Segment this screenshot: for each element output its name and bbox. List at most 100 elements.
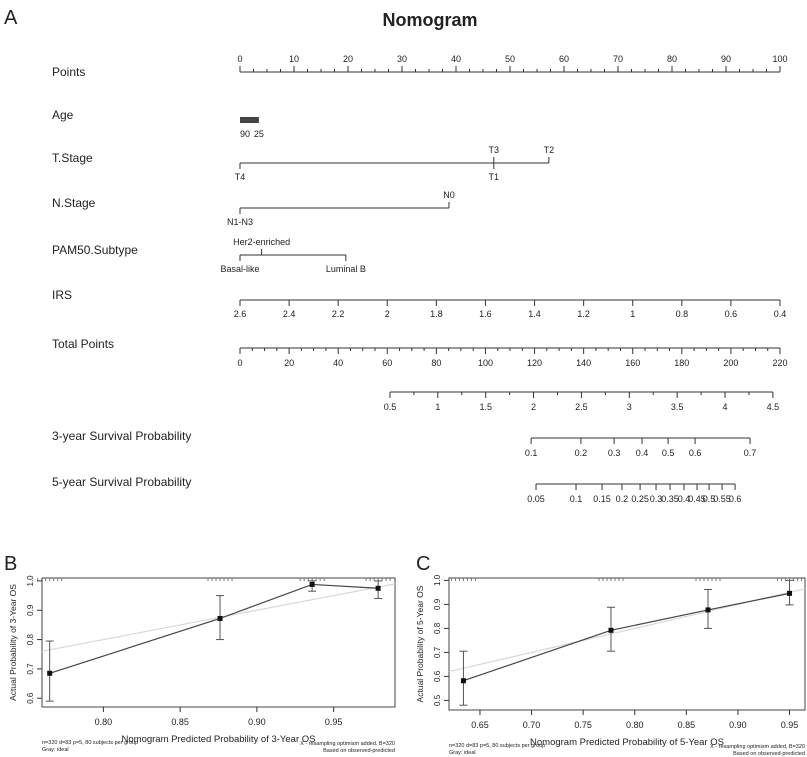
total-points-tick-label: 220: [772, 358, 787, 368]
outcome-tick-label: 4.5: [767, 402, 780, 412]
level-label: 1.2: [577, 309, 590, 319]
outcome-tick-label: 0.4: [636, 448, 649, 458]
level-label: T2: [544, 145, 555, 155]
panel-label-b: B: [4, 553, 17, 575]
age-bar: [240, 117, 259, 123]
level-label: 1: [630, 309, 635, 319]
axis-label-outcome: 5-year Survival Probability: [52, 475, 191, 489]
total-points-tick-label: 100: [478, 358, 493, 368]
level-label: Her2-enriched: [233, 237, 290, 247]
outcome-tick-label: 0.7: [744, 448, 757, 458]
level-label: 90: [240, 129, 250, 139]
y-tick-label: 0.5: [433, 694, 442, 706]
y-tick-label: 0.6: [433, 670, 442, 682]
panel-label-c: C: [416, 553, 430, 575]
y-tick-label: 0.7: [433, 646, 442, 658]
points-tick-label: 30: [397, 54, 407, 64]
data-point: [787, 590, 793, 596]
data-point: [608, 627, 614, 633]
outcome-tick-label: 1.5: [479, 402, 492, 412]
outcome-tick-label: 2.5: [575, 402, 588, 412]
level-label: 1.6: [479, 309, 492, 319]
x-tick-label: 0.80: [95, 717, 113, 727]
level-label: 2.6: [234, 309, 247, 319]
level-label: N0: [443, 190, 455, 200]
points-tick-label: 100: [772, 54, 787, 64]
outcome-tick-label: 0.6: [729, 494, 742, 504]
note-left: n=320 d=83 p=5, 80 subjects per group: [449, 743, 545, 749]
level-label: N1-N3: [227, 217, 253, 227]
points-tick-label: 70: [613, 54, 623, 64]
level-label: T3: [489, 145, 500, 155]
axis-label-n-stage: N.Stage: [52, 196, 96, 210]
outcome-tick-label: 0.25: [631, 494, 649, 504]
level-label: 0.6: [725, 309, 738, 319]
x-tick-label: 0.95: [325, 717, 343, 727]
outcome-tick-label: 0.5: [662, 448, 675, 458]
outcome-tick-label: 0.5: [384, 402, 397, 412]
note-right: Based on observed-predicted: [323, 748, 395, 754]
outcome-tick-label: 0.2: [575, 448, 588, 458]
points-tick-label: 40: [451, 54, 461, 64]
x-tick-label: 0.65: [471, 720, 489, 730]
level-label: 2.4: [283, 309, 296, 319]
outcome-tick-label: 2: [531, 402, 536, 412]
level-label: 0.4: [774, 309, 787, 319]
axis-label-outcome: 3-year Survival Probability: [52, 429, 191, 443]
calibration-line: [463, 592, 790, 682]
outcome-tick-label: 0.1: [570, 494, 583, 504]
total-points-tick-label: 120: [527, 358, 542, 368]
level-label: 1.4: [528, 309, 541, 319]
plot-frame: [448, 577, 806, 711]
x-axis-label: Nomogram Predicted Probability of 3-Year…: [122, 734, 316, 745]
x-axis-label: Nomogram Predicted Probability of 5-Year…: [530, 737, 724, 748]
axis-label-pam50-subtype: PAM50.Subtype: [52, 243, 138, 257]
level-label: 2: [385, 309, 390, 319]
y-tick-label: 0.6: [26, 692, 35, 704]
outcome-tick-label: 1: [435, 402, 440, 412]
axis-label-t-stage: T.Stage: [52, 151, 93, 165]
data-point: [47, 670, 53, 676]
points-tick-label: 10: [289, 54, 299, 64]
note-right: X - resampling optimism added, B=320: [710, 744, 805, 750]
calibration-line: [49, 583, 379, 674]
points-tick-label: 80: [667, 54, 677, 64]
y-tick-label: 0.7: [26, 663, 35, 675]
points-tick-label: 90: [721, 54, 731, 64]
level-label: 1.8: [430, 309, 443, 319]
level-label: 2.2: [332, 309, 345, 319]
panel-label-a: A: [4, 7, 18, 29]
data-point: [460, 678, 466, 684]
outcome-tick-label: 0.5: [703, 494, 716, 504]
y-axis-label: Actual Probability of 5-Year OS: [415, 585, 425, 702]
level-label: T4: [235, 172, 246, 182]
outcome-tick-label: 4: [723, 402, 728, 412]
total-points-tick-label: 20: [284, 358, 294, 368]
level-label: Luminal B: [326, 264, 366, 274]
y-axis-label: Actual Probability of 3-Year OS: [8, 584, 18, 701]
y-tick-label: 0.8: [433, 622, 442, 634]
y-tick-label: 0.8: [26, 633, 35, 645]
outcome-tick-label: 3.5: [671, 402, 684, 412]
note-left: n=320 d=83 p=5, 80 subjects per group: [42, 740, 138, 746]
total-points-tick-label: 60: [382, 358, 392, 368]
data-point: [705, 607, 711, 613]
points-tick-label: 20: [343, 54, 353, 64]
y-tick-label: 1.0: [26, 575, 35, 587]
total-points-tick-label: 40: [333, 358, 343, 368]
data-point: [375, 585, 381, 591]
total-points-tick-label: 0: [237, 358, 242, 368]
outcome-tick-label: 0.1: [525, 448, 538, 458]
outcome-tick-label: 0.55: [713, 494, 731, 504]
x-tick-label: 0.90: [729, 720, 747, 730]
points-tick-label: 60: [559, 54, 569, 64]
data-point: [309, 581, 315, 587]
y-tick-label: 0.9: [26, 604, 35, 616]
points-tick-label: 50: [505, 54, 515, 64]
total-points-tick-label: 200: [723, 358, 738, 368]
plot-frame: [41, 577, 396, 708]
level-label: T1: [489, 172, 500, 182]
outcome-tick-label: 0.45: [688, 494, 706, 504]
points-tick-label: 0: [237, 54, 242, 64]
